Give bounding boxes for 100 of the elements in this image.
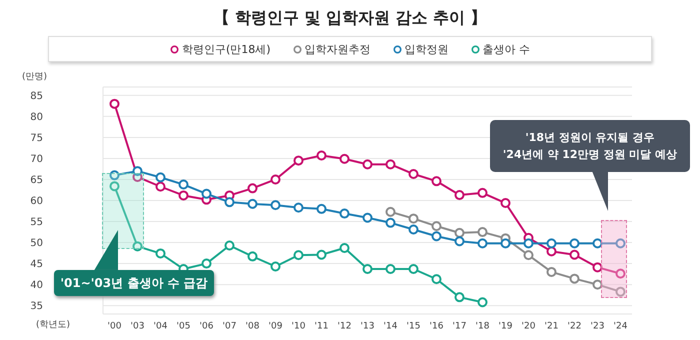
- x-tick-label: '15: [406, 321, 420, 332]
- point: [156, 182, 166, 192]
- x-tick-label: '06: [200, 321, 214, 332]
- point: [316, 150, 326, 161]
- y-tick-label: 80: [30, 112, 43, 123]
- point: [178, 180, 188, 190]
- y-tick-label: 35: [30, 301, 43, 312]
- point: [432, 176, 442, 186]
- x-tick-label: '19: [498, 321, 513, 332]
- y-tick-label: 75: [30, 132, 43, 144]
- point: [386, 264, 396, 274]
- point: [340, 243, 350, 253]
- annotation: '01~'03년 출생아 수 급감: [54, 270, 214, 296]
- point: [408, 224, 418, 235]
- x-tick-label: '18: [476, 321, 490, 332]
- point: [408, 169, 418, 180]
- point: [248, 251, 258, 262]
- x-tick-label: '05: [176, 321, 190, 332]
- point: [132, 166, 142, 176]
- x-axis-title: (학년도): [36, 319, 70, 331]
- point: [340, 154, 350, 164]
- point: [592, 238, 602, 248]
- point: [524, 238, 534, 248]
- y-tick-label: 55: [30, 217, 43, 228]
- x-tick-label: '10: [292, 321, 306, 332]
- x-tick-label: '12: [338, 321, 352, 332]
- point: [270, 174, 280, 184]
- point: [362, 264, 372, 274]
- point: [546, 266, 556, 277]
- point: [570, 250, 580, 260]
- point: [156, 248, 166, 258]
- point: [386, 159, 396, 170]
- legend-label: 입학정원: [404, 42, 449, 57]
- point: [524, 250, 534, 260]
- y-tick-label: 50: [30, 238, 43, 250]
- x-tick-label: '23: [590, 321, 604, 332]
- y-tick-label: 45: [30, 259, 43, 270]
- y-axis-title: (만명): [22, 71, 48, 83]
- point: [110, 170, 120, 180]
- point: [110, 181, 120, 192]
- point: [500, 238, 510, 248]
- point: [432, 221, 442, 232]
- x-tick-label: '09: [268, 321, 283, 332]
- y-tick-label: 70: [30, 154, 43, 166]
- point: [362, 159, 372, 170]
- y-tick-label: 60: [30, 196, 43, 208]
- x-tick-label: '08: [246, 321, 260, 332]
- point: [294, 202, 304, 213]
- legend-label: 입학자원추정: [304, 42, 371, 57]
- point: [616, 238, 626, 248]
- point: [248, 183, 258, 194]
- point: [156, 172, 166, 182]
- x-tick-label: '13: [360, 321, 374, 332]
- x-tick-label: '24: [614, 321, 628, 332]
- point: [454, 190, 464, 200]
- x-tick-label: '16: [430, 321, 444, 332]
- point: [408, 264, 418, 274]
- point: [454, 228, 464, 238]
- y-tick-label: 40: [30, 280, 43, 292]
- point: [546, 246, 556, 256]
- x-tick-label: '00: [108, 321, 122, 332]
- x-tick-label: '03: [130, 321, 144, 332]
- x-tick-label: '21: [544, 321, 558, 332]
- point: [478, 227, 488, 238]
- point: [386, 218, 396, 228]
- point: [570, 274, 580, 284]
- y-tick-label: 85: [30, 90, 43, 102]
- point: [592, 262, 602, 272]
- x-tick-label: '17: [452, 321, 466, 332]
- point: [270, 262, 280, 272]
- x-tick-label: '11: [314, 321, 328, 332]
- point: [110, 98, 120, 109]
- point: [478, 238, 488, 248]
- point: [546, 238, 556, 248]
- x-tick-label: '04: [154, 321, 168, 332]
- point: [316, 250, 326, 260]
- point: [432, 274, 442, 284]
- annotation: '18년 정원이 유지될 경우 '24년에 약 12만명 정원 미달 예상: [502, 130, 678, 163]
- point: [248, 198, 258, 209]
- point: [454, 292, 464, 302]
- x-tick-label: '20: [522, 321, 536, 332]
- point: [316, 204, 326, 214]
- legend-label: 학령인구(만18세): [180, 42, 271, 57]
- x-tick-label: '22: [568, 321, 582, 332]
- point: [616, 286, 626, 297]
- point: [570, 238, 580, 248]
- point: [202, 258, 212, 269]
- x-tick-label: '14: [384, 321, 398, 332]
- point: [270, 200, 280, 210]
- point: [386, 206, 396, 217]
- point: [340, 208, 350, 219]
- point: [132, 241, 142, 252]
- point: [478, 188, 488, 198]
- chart-title: 【 학령인구 및 입학자원 감소 추이 】: [212, 8, 488, 29]
- point: [294, 156, 304, 166]
- point: [500, 198, 510, 208]
- point: [202, 188, 212, 199]
- point: [478, 297, 488, 308]
- point: [432, 231, 442, 242]
- point: [294, 250, 304, 260]
